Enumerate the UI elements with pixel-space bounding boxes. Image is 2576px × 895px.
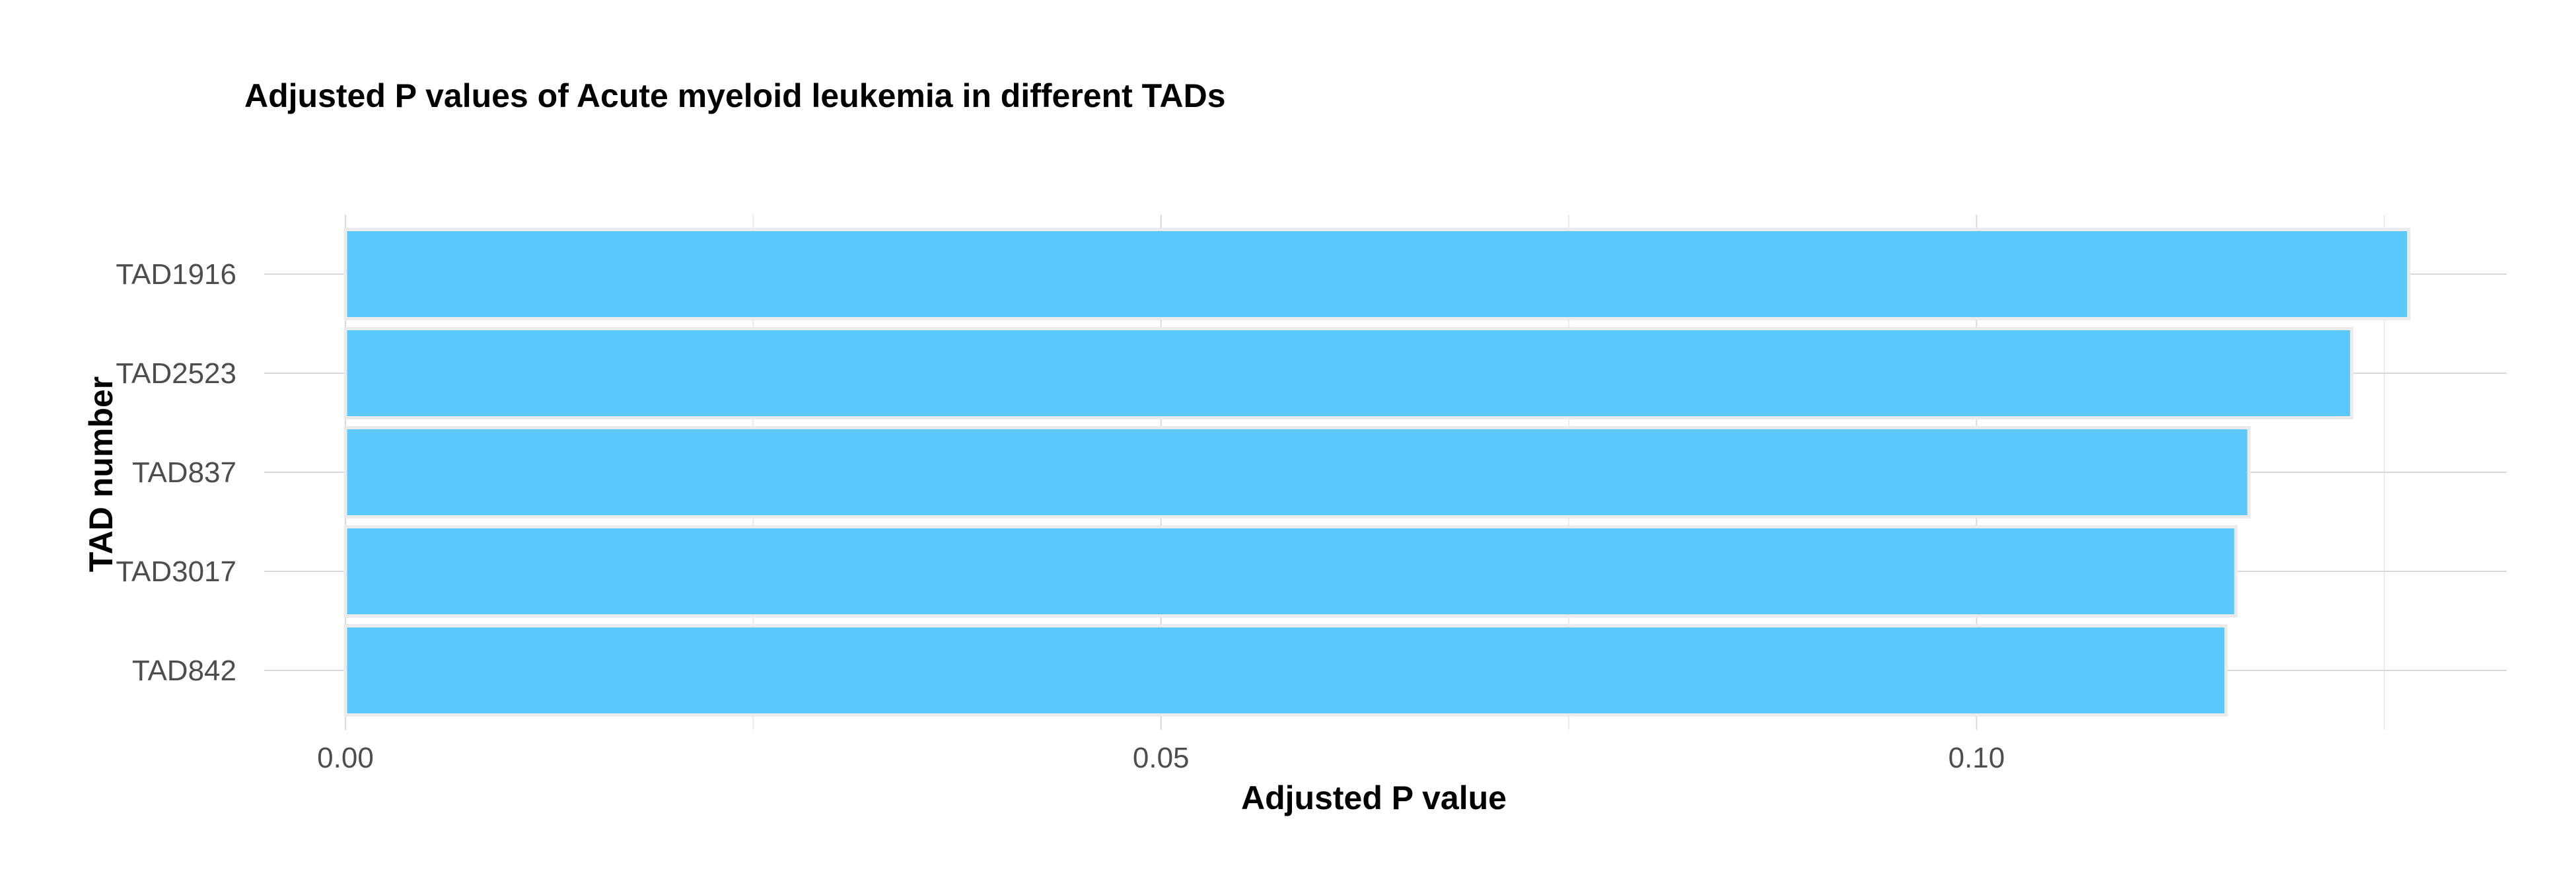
bar-tad842 bbox=[343, 624, 2228, 717]
x-tick-label: 0.05 bbox=[1133, 742, 1190, 774]
bar-tad3017 bbox=[343, 525, 2238, 618]
chart-title: Adjusted P values of Acute myeloid leuke… bbox=[244, 77, 1226, 114]
x-axis-title: Adjusted P value bbox=[1241, 779, 1507, 816]
y-axis-title: TAD number bbox=[83, 376, 120, 572]
x-tick-label: 0.10 bbox=[1949, 742, 2005, 774]
y-tick-label: TAD1916 bbox=[116, 258, 236, 291]
x-tick-label: 0.00 bbox=[317, 742, 374, 774]
y-tick-label: TAD837 bbox=[132, 456, 236, 489]
bar-tad1916 bbox=[343, 228, 2411, 320]
y-tick-label: TAD842 bbox=[132, 655, 236, 687]
y-tick-label: TAD3017 bbox=[116, 555, 236, 588]
y-tick-label: TAD2523 bbox=[116, 357, 236, 390]
bar-tad2523 bbox=[343, 327, 2353, 419]
bar-tad837 bbox=[343, 426, 2251, 519]
